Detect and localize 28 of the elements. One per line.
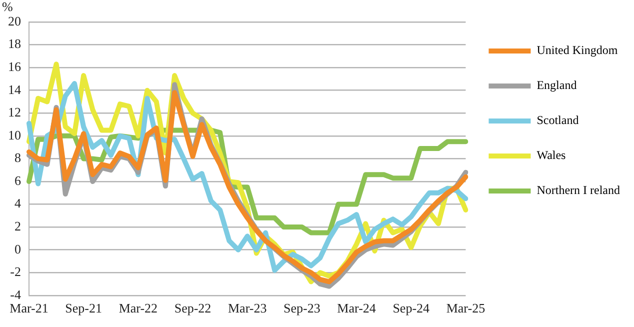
y-tick-label: 12 [8,104,21,120]
x-tick-label: Mar-24 [337,300,376,316]
y-tick-label: 4 [14,196,22,211]
y-tick-label: 6 [14,172,22,188]
y-tick-label: 16 [8,58,22,74]
legend-label: England [536,78,577,92]
legend-label: Scotland [536,113,579,128]
y-tick-label: 10 [8,127,21,142]
y-tick-label: -4 [10,286,22,302]
x-tick-label: Sep-23 [284,300,320,316]
legend-label: United Kingdom [536,43,618,58]
x-tick-label: Mar-25 [446,300,486,316]
y-tick-label: 14 [8,82,22,97]
y-tick-label: 2 [14,218,21,234]
y-tick-label: 8 [14,150,21,166]
x-tick-label: Mar-21 [10,300,48,316]
y-tick-label: 0 [14,241,21,256]
y-tick-label: -2 [10,264,21,280]
legend-label: Wales [536,148,566,162]
y-tick-label: 18 [8,36,21,52]
x-tick-label: Sep-24 [392,300,430,316]
x-tick-label: Mar-22 [118,300,158,316]
x-tick-label: Mar-23 [228,300,267,316]
y-axis-title: % [2,0,13,14]
x-tick-label: Sep-21 [65,300,102,316]
y-tick-label: 20 [8,13,21,28]
legend-label: Northern I reland [536,183,620,198]
x-tick-label: Sep-22 [174,300,212,316]
